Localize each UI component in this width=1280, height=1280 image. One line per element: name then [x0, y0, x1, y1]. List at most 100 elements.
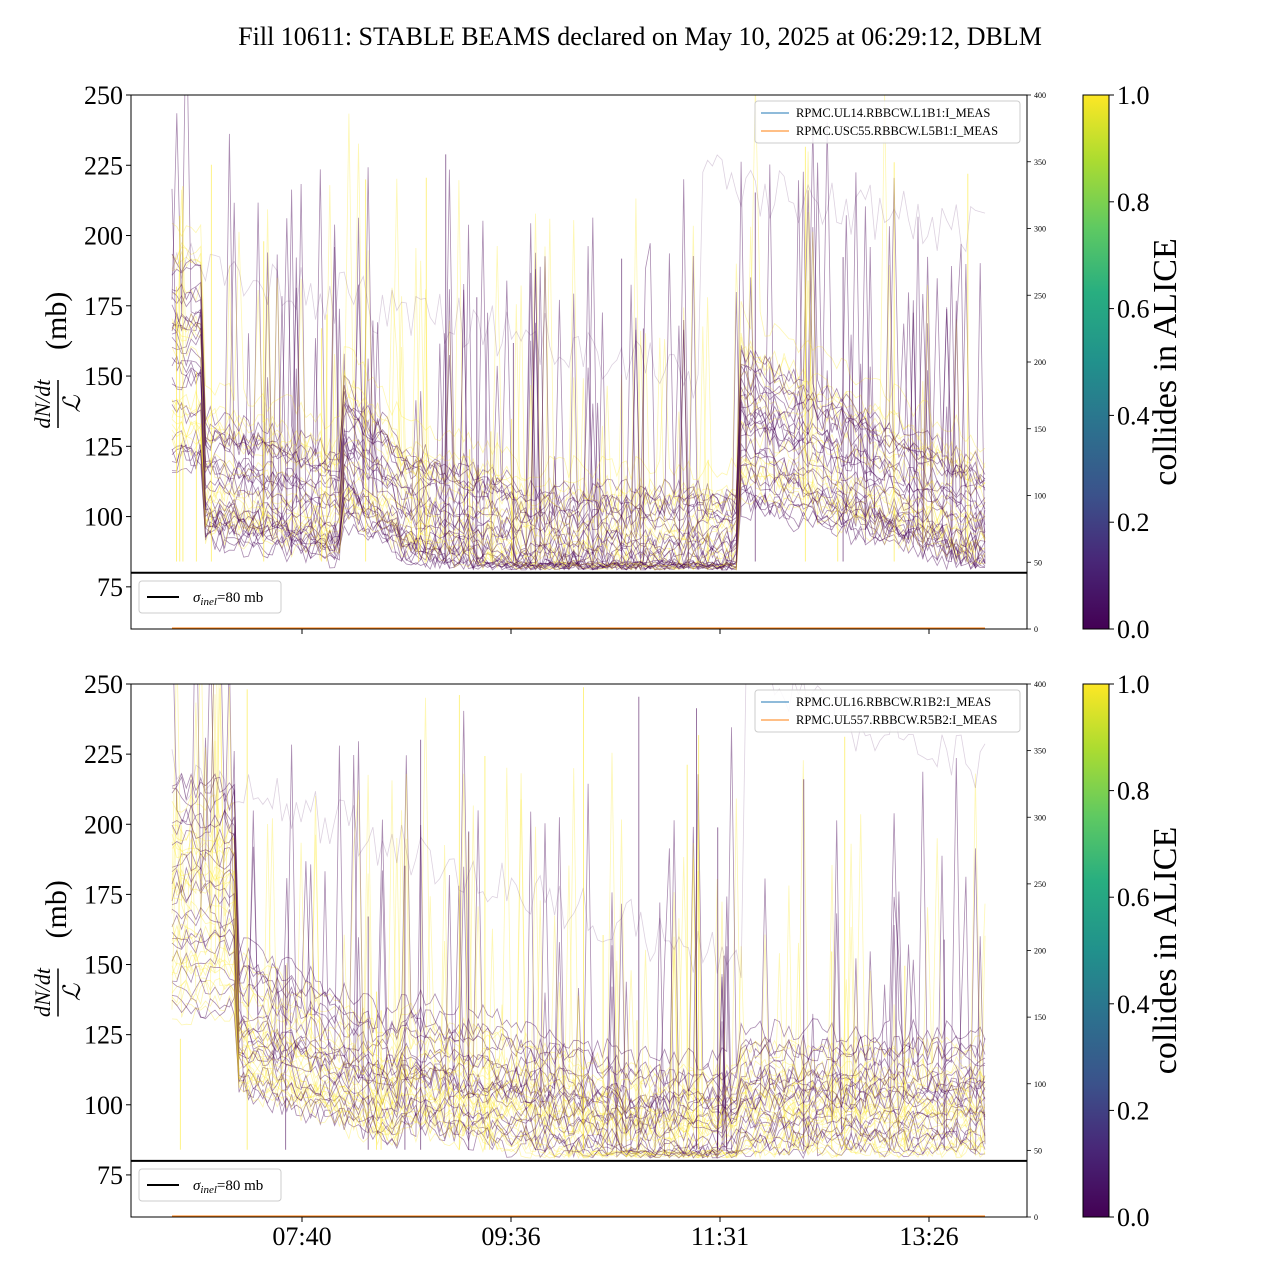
y-tick-label: 75 [97, 1161, 123, 1190]
data-trace [171, 757, 986, 1115]
data-trace [171, 810, 986, 1159]
data-trace [171, 807, 986, 1094]
data-trace [171, 202, 986, 518]
panel-bottom: 75 100 125 150 175 200 225 250 0 50 100 150 200 250 30… [30, 670, 1184, 1251]
y-label-unit: (mb) [40, 292, 73, 350]
legend-threshold-label: σinel=80 mb [193, 1178, 263, 1196]
data-trace [171, 169, 986, 508]
data-trace [171, 220, 986, 520]
x-axis [301, 629, 930, 634]
data-trace [171, 820, 986, 1119]
data-trace [171, 805, 986, 1160]
data-trace [171, 820, 986, 1159]
y2-tick-label: 150 [1034, 425, 1046, 434]
data-trace [171, 832, 986, 1142]
data-trace [171, 773, 986, 1103]
data-trace [171, 903, 986, 1159]
y-tick-label: 100 [84, 1091, 123, 1120]
data-trace [171, 246, 986, 572]
data-trace [171, 745, 986, 1136]
data-trace [171, 697, 986, 1087]
x-tick-label: 11:31 [691, 1222, 749, 1251]
y-tick-label: 125 [84, 432, 123, 461]
y-tick-label: 175 [84, 880, 123, 909]
y2-tick-label: 400 [1034, 680, 1046, 689]
data-trace [171, 151, 986, 501]
y2-tick-label: 400 [1034, 91, 1046, 100]
colorbar-tick-label: 0.6 [1117, 295, 1150, 324]
data-trace [173, 684, 986, 1085]
legend-box [754, 100, 1021, 144]
data-trace [171, 892, 986, 1150]
data-trace [171, 819, 986, 1158]
colorbar-label-group: collides in ALICE [1147, 827, 1184, 1074]
data-trace [171, 900, 986, 1159]
data-trace [171, 212, 986, 566]
data-trace [171, 122, 986, 527]
data-trace [171, 684, 986, 1160]
data-trace [171, 217, 986, 571]
data-trace [171, 773, 986, 1131]
legend-top-right: RPMC.UL14.RBBCW.L1B1:I_MEAS RPMC.USC55.RB… [754, 100, 1021, 144]
legend-top-right: RPMC.UL16.RBBCW.R1B2:I_MEAS RPMC.UL557.RB… [754, 689, 1021, 733]
data-trace [171, 952, 986, 1159]
data-trace [171, 419, 986, 542]
x-tick-label: 09:36 [481, 1222, 540, 1251]
y2-tick-label: 100 [1034, 1080, 1046, 1089]
y-tick-label: 250 [84, 81, 123, 110]
y2-tick-label: 50 [1034, 1146, 1042, 1155]
data-trace [171, 289, 986, 571]
data-trace [171, 317, 986, 569]
data-trace [171, 217, 986, 530]
y-tick-label: 175 [84, 292, 123, 321]
data-trace-faint [171, 154, 986, 399]
colorbar-tick-label: 0.0 [1117, 1203, 1150, 1232]
data-trace [171, 949, 986, 1131]
colorbar-tick-label: 0.6 [1117, 883, 1150, 912]
y2-tick-label: 250 [1034, 880, 1046, 889]
data-trace [171, 744, 986, 1120]
data-trace [171, 684, 986, 1159]
y-label-numerator: dN/dt [30, 967, 55, 1017]
data-trace [171, 338, 986, 571]
data-trace [171, 842, 986, 1142]
data-traces [171, 95, 986, 629]
data-trace [171, 737, 986, 1129]
colorbar-label: collides in ALICE [1147, 827, 1184, 1074]
colorbar-tick-label: 1.0 [1117, 670, 1150, 699]
y2-tick-label: 300 [1034, 813, 1046, 822]
data-trace [171, 189, 986, 568]
data-trace [171, 264, 986, 571]
data-trace [171, 684, 986, 1134]
panel-top: 75 100 125 150 175 200 225 250 0 50 100 150 200 250 30… [30, 81, 1184, 644]
data-trace [171, 246, 986, 571]
legend-label: RPMC.UL16.RBBCW.R1B2:I_MEAS [796, 695, 991, 709]
data-trace [171, 795, 986, 1142]
colorbar: 0.0 0.2 0.4 0.6 0.8 1.0 collides in ALICE [1082, 670, 1184, 1232]
colorbar-gradient [1082, 94, 1110, 630]
data-trace [171, 209, 986, 557]
x-tick-label: 07:40 [272, 1222, 331, 1251]
y2-tick-label: 150 [1034, 1013, 1046, 1022]
y2-tick-label: 300 [1034, 225, 1046, 234]
data-trace [171, 162, 986, 535]
data-trace [171, 374, 986, 571]
data-traces [171, 684, 986, 1217]
data-trace [171, 95, 986, 559]
legend-threshold: σinel=80 mb [138, 580, 282, 614]
data-trace [171, 400, 986, 553]
data-trace [171, 747, 986, 1119]
data-trace [171, 819, 986, 1159]
data-trace [171, 226, 986, 541]
legend-threshold: σinel=80 mb [138, 1168, 282, 1202]
colorbar-tick-label: 0.8 [1117, 777, 1150, 806]
y2-tick-label: 250 [1034, 291, 1046, 300]
colorbar: 0.0 0.2 0.4 0.6 0.8 1.0 collides in ALICE [1082, 81, 1184, 644]
data-trace [171, 946, 986, 1159]
data-trace [171, 289, 986, 571]
data-trace [171, 694, 986, 1142]
y-label-numerator: dN/dt [30, 379, 55, 429]
data-trace [171, 169, 986, 517]
data-trace [171, 752, 986, 1090]
data-trace [171, 740, 986, 1112]
